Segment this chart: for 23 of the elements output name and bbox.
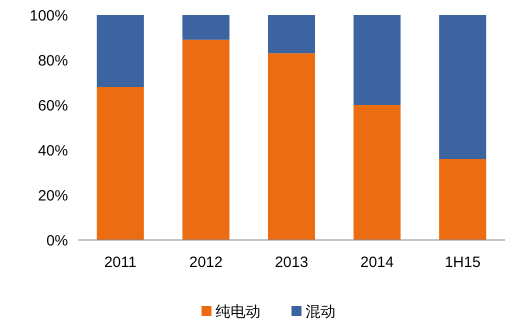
bar [268,53,316,240]
bar [182,15,230,40]
x-tick-label: 2011 [104,254,136,271]
bar [439,159,486,240]
y-tick-label: 80% [38,52,68,70]
y-tick-label: 60% [38,97,68,114]
y-tick-label: 20% [38,187,68,204]
x-tick-label: 2013 [274,254,308,271]
y-tick-label: 40% [38,142,68,160]
bar [182,40,230,240]
bar [439,15,486,159]
bar [354,15,401,105]
x-tick-label: 2012 [189,254,223,271]
x-tick-label: 2014 [360,254,394,271]
bar [268,15,316,54]
y-tick-label: 100% [30,7,68,24]
bar [96,15,144,87]
x-tick-label: 1H15 [444,254,481,271]
legend-label: 混动 [306,303,336,320]
y-tick-label: 0% [46,232,68,250]
bar [354,105,401,240]
bar [96,87,144,240]
legend-label: 纯电动 [216,303,260,320]
